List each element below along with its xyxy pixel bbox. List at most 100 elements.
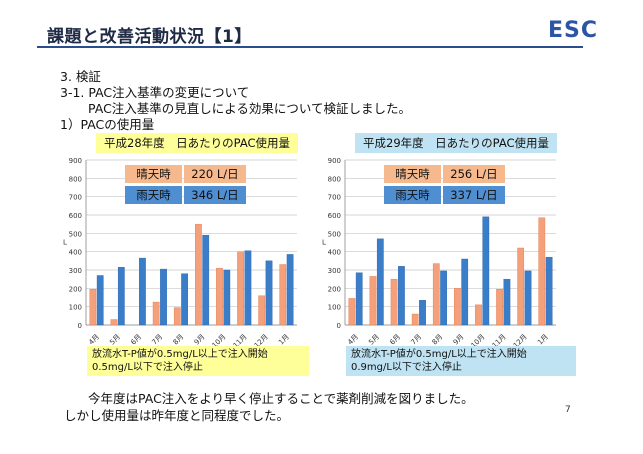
y-tick-label: 100 — [69, 304, 82, 312]
x-tick-label: 9月 — [193, 333, 207, 346]
x-tick-label: 8月 — [431, 333, 445, 346]
x-tick-label: 5月 — [367, 333, 381, 346]
bar — [475, 304, 482, 326]
x-tick-label: 8月 — [172, 333, 186, 346]
bar — [376, 238, 384, 326]
y-tick-label: 0 — [337, 322, 341, 330]
y-tick-label: 700 — [328, 194, 341, 202]
x-tick-label: 5月 — [108, 333, 122, 346]
x-tick-label: 10月 — [211, 333, 228, 346]
bar — [545, 256, 553, 326]
conclusion-line-2: しかし使用量は昨年度と同程度でした。 — [64, 408, 290, 423]
x-tick-label: 1月 — [277, 333, 291, 346]
legend-label: 晴天時 — [136, 167, 171, 181]
legend-value-cell — [443, 186, 505, 204]
y-tick-label: 600 — [69, 212, 82, 220]
bar — [348, 298, 356, 326]
legend-label: 雨天時 — [136, 188, 171, 202]
bar — [496, 289, 503, 326]
x-tick-label: 1月 — [536, 333, 550, 346]
bar — [461, 258, 469, 326]
legend-label-cell — [125, 165, 182, 183]
bar — [369, 276, 377, 326]
bar — [411, 313, 419, 326]
bar — [355, 272, 363, 326]
note-line: 放流水T-P値が0.5mg/L以上で注入開始 — [92, 349, 268, 360]
legend-value: 220 L/日 — [191, 167, 238, 181]
bar — [223, 269, 231, 326]
bar — [538, 217, 546, 326]
bar — [237, 251, 244, 326]
bar — [503, 278, 511, 326]
bar — [524, 270, 532, 326]
bar — [202, 234, 210, 326]
bar — [173, 307, 181, 326]
y-axis-label: L — [63, 239, 67, 247]
bar — [482, 216, 490, 326]
bar — [286, 254, 294, 326]
y-tick-label: 400 — [69, 249, 82, 257]
subsection-heading: 3-1. PAC注入基準の変更について — [60, 85, 250, 100]
bar — [432, 263, 440, 326]
legend-label: 雨天時 — [395, 188, 430, 202]
bar — [96, 275, 104, 326]
x-tick-label: 10月 — [470, 333, 487, 346]
page-number: 7 — [565, 405, 571, 415]
x-tick-label: 11月 — [232, 333, 249, 346]
x-tick-label: 6月 — [388, 333, 402, 346]
bar — [517, 247, 525, 326]
bar — [244, 250, 252, 326]
conclusion-line-1: 今年度はPAC注入をより早く停止することで薬剤削減を図りました。 — [88, 391, 474, 406]
injection-criteria-note-h28: 放流水T-P値が0.5mg/L以上で注入開始 0.5mg/L以下で注入停止 — [87, 346, 309, 376]
note-line: 0.9mg/L以下で注入停止 — [351, 362, 462, 373]
y-tick-label: 900 — [69, 157, 82, 165]
x-tick-label: 11月 — [491, 333, 508, 346]
title-underline — [37, 46, 583, 48]
y-tick-label: 800 — [328, 175, 341, 183]
legend-label-cell — [384, 165, 441, 183]
y-tick-label: 900 — [328, 157, 341, 165]
y-tick-label: 0 — [78, 322, 82, 330]
legend-label-cell — [384, 186, 441, 204]
legend-label: 晴天時 — [395, 167, 430, 181]
bar — [139, 257, 146, 326]
bar — [265, 260, 273, 326]
y-tick-label: 300 — [328, 267, 341, 275]
note-line: 0.5mg/L以下で注入停止 — [92, 362, 203, 373]
bar — [110, 319, 118, 326]
esc-logo: ESC — [548, 18, 599, 43]
bar — [440, 270, 447, 326]
x-tick-label: 6月 — [129, 333, 143, 346]
bar — [390, 278, 398, 326]
x-tick-label: 12月 — [253, 333, 270, 346]
y-tick-label: 600 — [328, 212, 341, 220]
y-tick-label: 400 — [328, 249, 341, 257]
bar — [419, 300, 426, 326]
bar — [160, 268, 167, 326]
bar — [89, 289, 97, 326]
item-heading: 1）PACの使用量 — [60, 117, 155, 132]
bar — [152, 301, 160, 326]
legend-label-cell — [125, 186, 182, 204]
description-text: PAC注入基準の見直しによる効果について検証しました。 — [88, 101, 412, 116]
bar — [216, 267, 223, 326]
pac-usage-chart-h29: 0 100 200 300 400 500 600 700 800 900 L 4月 5月 6月 7月 8月 9… — [322, 157, 556, 346]
legend-value: 256 L/日 — [450, 167, 497, 181]
x-tick-label: 4月 — [87, 333, 101, 346]
legend-value-cell — [184, 165, 246, 183]
pac-usage-chart-h28: 0 100 200 300 400 500 600 700 800 900 L 4月 5月 6月 7月 8月 9… — [63, 157, 297, 346]
y-tick-label: 200 — [328, 285, 341, 293]
bar — [181, 273, 188, 326]
injection-criteria-note-h29: 放流水T-P値が0.5mg/L以上で注入開始 0.9mg/L以下で注入停止 — [346, 346, 576, 376]
legend-value-cell — [443, 165, 505, 183]
x-tick-label: 9月 — [452, 333, 466, 346]
page-title: 課題と改善活動状況【1】 — [47, 27, 252, 47]
note-line: 放流水T-P値が0.5mg/L以上で注入開始 — [351, 349, 527, 360]
y-tick-label: 800 — [69, 175, 82, 183]
bar — [195, 223, 202, 326]
chart-title-h28: 平成28年度 日あたりのPAC使用量 — [96, 133, 299, 153]
y-tick-label: 500 — [69, 230, 82, 238]
x-tick-label: 4月 — [346, 333, 360, 346]
legend-value: 346 L/日 — [191, 188, 238, 202]
y-tick-label: 100 — [328, 304, 341, 312]
